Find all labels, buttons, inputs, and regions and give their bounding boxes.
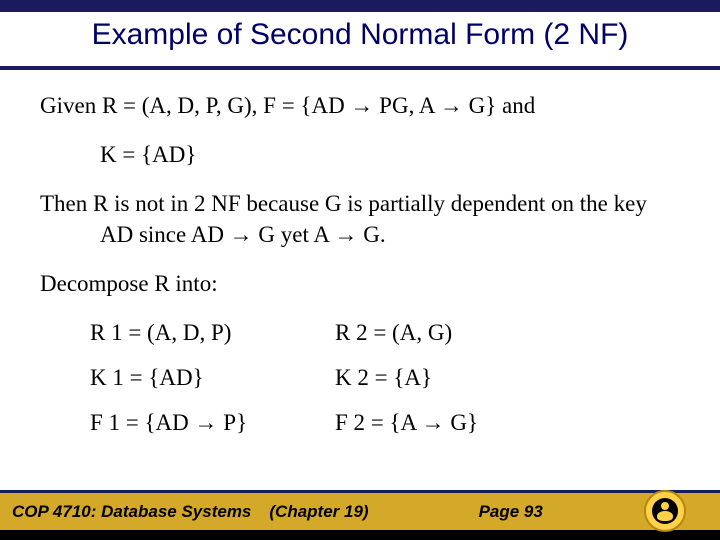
logo-inner-shape [652,498,678,524]
logo-outer-circle [644,490,686,532]
title-underline [0,66,720,70]
slide-content: Given R = (A, D, P, G), F = {AD → PG, A … [40,90,680,452]
footer-chapter: (Chapter 19) [269,502,368,522]
k1-cell: K 1 = {AD} [90,362,335,393]
ucf-logo [644,490,686,532]
slide-title: Example of Second Normal Form (2 NF) [0,18,720,52]
title-area: Example of Second Normal Form (2 NF) [0,18,720,52]
then-line: Then R is not in 2 NF because G is parti… [40,188,680,250]
top-border-bar [0,0,720,12]
decomp-row-k: K 1 = {AD} K 2 = {A} [40,362,680,393]
footer-black-strip [0,530,720,540]
footer-bar: COP 4710: Database Systems (Chapter 19) … [0,490,720,530]
decompose-line: Decompose R into: [40,268,680,299]
k2-cell: K 2 = {A} [335,362,580,393]
f2-cell: F 2 = {A → G} [335,407,580,438]
footer-page: Page 93 [479,502,543,522]
r2-cell: R 2 = (A, G) [335,317,580,348]
footer-course: COP 4710: Database Systems [12,502,251,522]
decomp-row-f: F 1 = {AD → P} F 2 = {A → G} [40,407,680,438]
f1-cell: F 1 = {AD → P} [90,407,335,438]
given-line: Given R = (A, D, P, G), F = {AD → PG, A … [40,90,680,121]
footer: COP 4710: Database Systems (Chapter 19) … [0,490,720,540]
decomp-row-r: R 1 = (A, D, P) R 2 = (A, G) [40,317,680,348]
r1-cell: R 1 = (A, D, P) [90,317,335,348]
key-line: K = {AD} [40,139,680,170]
